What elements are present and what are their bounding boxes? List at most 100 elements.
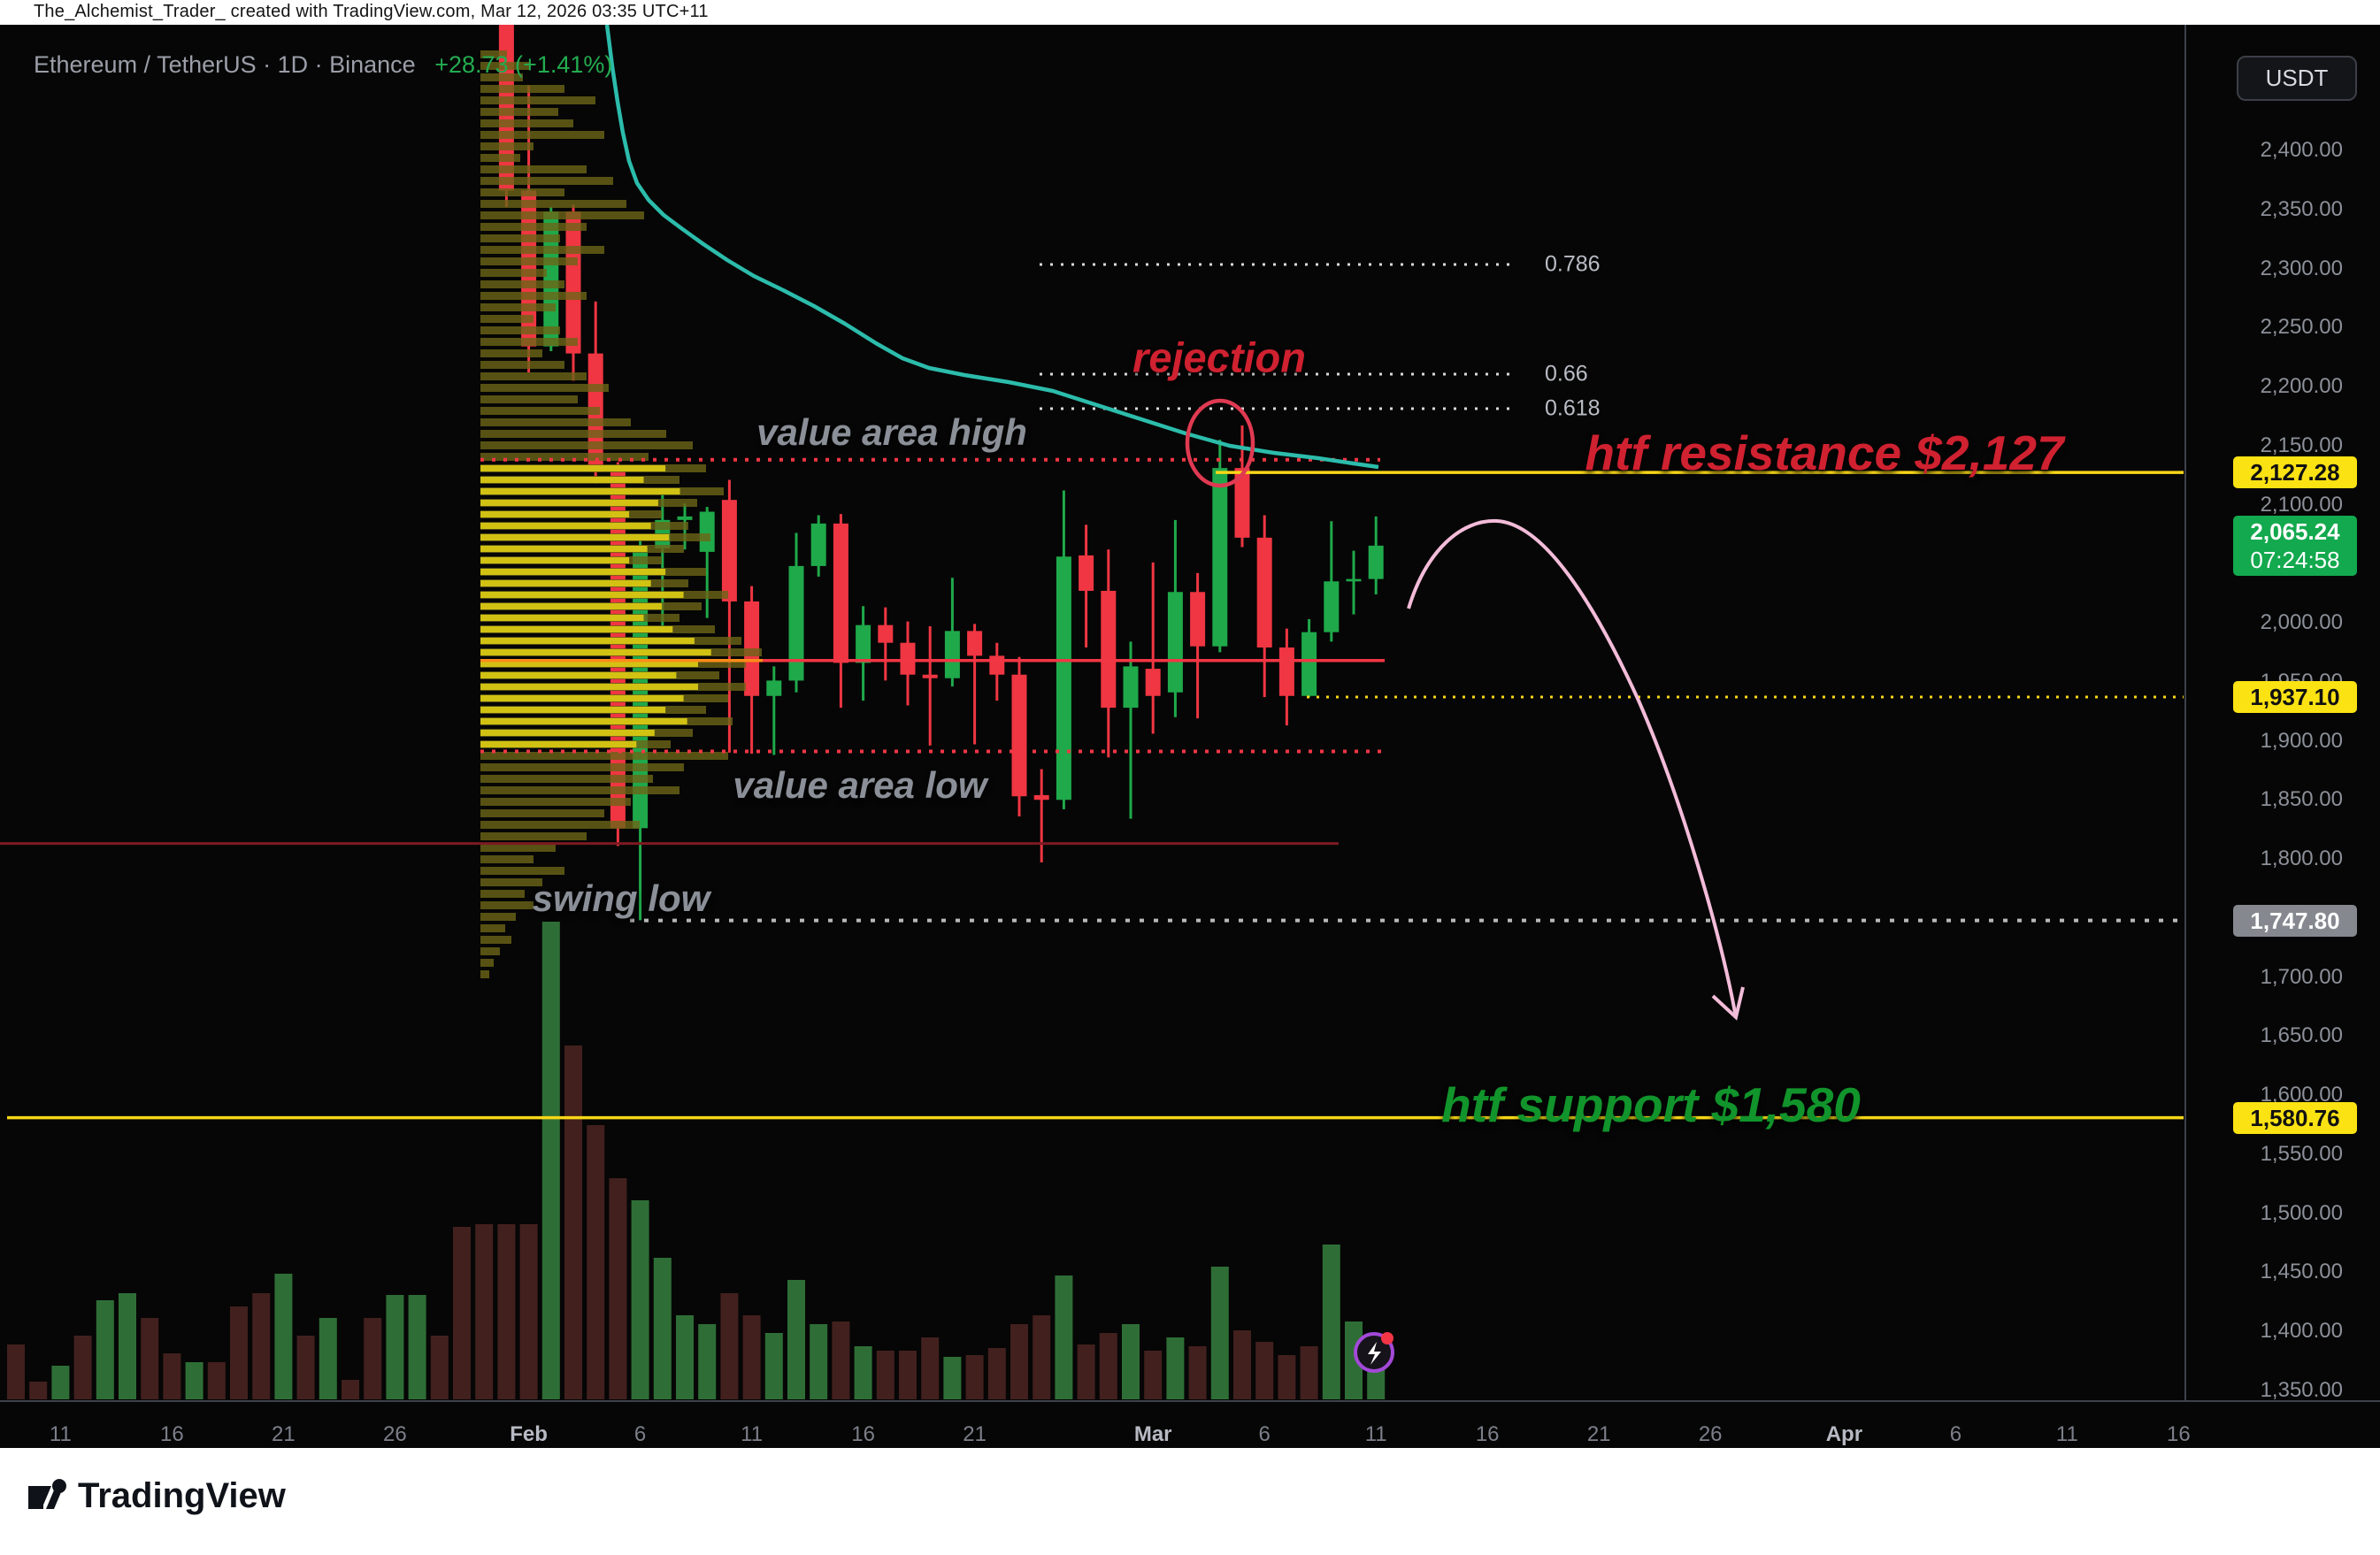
volume-profile-row: [480, 752, 728, 760]
time-tick-label: 21: [272, 1422, 296, 1446]
candle-body: [1234, 468, 1250, 538]
volume-profile-row: [480, 62, 529, 70]
volume-profile-row: [480, 763, 684, 771]
candlestick-chart[interactable]: [0, 25, 2380, 1448]
volume-profile-row-hot: [480, 707, 666, 713]
tradingview-wordmark[interactable]: TradingView: [78, 1476, 286, 1515]
volume-profile-row: [480, 257, 578, 265]
volume-profile-row: [480, 338, 578, 346]
candle-body: [1011, 674, 1027, 797]
candle-body: [766, 680, 782, 696]
tradingview-logo-icon[interactable]: [28, 1479, 69, 1514]
time-tick-label: 16: [851, 1422, 875, 1446]
volume-profile-row: [480, 303, 556, 311]
volume-bar: [876, 1351, 894, 1399]
volume-profile-row: [480, 936, 511, 944]
notification-dot: [1381, 1332, 1393, 1344]
volume-profile-row: [480, 73, 523, 81]
volume-profile-row-hot: [480, 569, 666, 575]
price-tick-label: 2,350.00: [2260, 196, 2343, 221]
volume-profile-row: [480, 418, 631, 426]
volume-bar: [185, 1362, 203, 1399]
volume-bar: [587, 1125, 605, 1399]
candle-body: [1056, 556, 1071, 800]
volume-profile-row: [480, 395, 578, 403]
chart-area[interactable]: Ethereum / TetherUS · 1D · Binance +28.7…: [0, 25, 2380, 1448]
volume-bar: [541, 922, 560, 1399]
price-tick-label: 1,500.00: [2260, 1200, 2343, 1225]
time-axis-line: [0, 1400, 2380, 1402]
volume-profile-row-hot: [480, 672, 677, 678]
volume-profile-row: [480, 292, 587, 300]
price-tick-label: 2,100.00: [2260, 492, 2343, 517]
time-tick-label: 16: [2167, 1422, 2191, 1446]
volume-profile-row: [480, 372, 587, 380]
volume-profile-row-hot: [480, 626, 673, 632]
price-tick-label: 1,650.00: [2260, 1023, 2343, 1048]
volume-profile-row-hot: [480, 534, 670, 540]
volume-bar: [1278, 1355, 1296, 1399]
volume-profile-row: [480, 855, 534, 863]
price-tick-label: 1,450.00: [2260, 1260, 2343, 1284]
volume-profile-row: [480, 430, 666, 438]
volume-bar: [1033, 1315, 1051, 1399]
volume-bar: [631, 1200, 649, 1399]
volume-profile-row: [480, 234, 560, 242]
volume-bar: [96, 1300, 114, 1399]
currency-toggle-button[interactable]: USDT: [2237, 56, 2357, 101]
volume-profile-row-hot: [480, 615, 644, 621]
time-tick-label: 11: [49, 1422, 72, 1446]
price-tick-label: 1,800.00: [2260, 846, 2343, 870]
candle-body: [944, 631, 960, 678]
candle-body: [1167, 592, 1183, 693]
candle-body: [1190, 592, 1206, 647]
volume-bar: [1010, 1324, 1028, 1399]
volume-profile-row: [480, 326, 560, 334]
time-tick-label: Mar: [1133, 1422, 1172, 1446]
volume-bar: [943, 1357, 962, 1399]
rejection-annotation: rejection: [1132, 333, 1306, 381]
volume-bar: [1367, 1364, 1386, 1399]
volume-bar: [1188, 1346, 1207, 1399]
symbol-title: Ethereum / TetherUS · 1D · Binance: [34, 51, 416, 78]
volume-bar: [519, 1224, 538, 1399]
volume-bar: [854, 1346, 872, 1399]
volume-bar: [252, 1293, 271, 1399]
candle-body: [989, 655, 1005, 675]
time-tick-label: 6: [1949, 1422, 1962, 1446]
volume-profile-row: [480, 867, 564, 875]
volume-bar: [73, 1336, 92, 1399]
price-tick-label: 2,300.00: [2260, 256, 2343, 280]
volume-bar: [207, 1362, 226, 1399]
time-tick-label: 6: [1258, 1422, 1271, 1446]
volume-bar: [698, 1324, 717, 1399]
time-tick-label: 16: [160, 1422, 184, 1446]
candle-body: [1368, 545, 1384, 579]
volume-profile-row: [480, 441, 693, 449]
volume-profile-row-hot: [480, 557, 630, 563]
volume-bar: [51, 1366, 70, 1399]
candle-body: [922, 674, 938, 678]
volume-profile-row: [480, 832, 587, 840]
volume-profile-row: [480, 200, 626, 208]
time-tick-label: Feb: [510, 1422, 548, 1446]
volume-bar: [1210, 1267, 1229, 1399]
lightning-bolt-icon: [1368, 1342, 1381, 1365]
time-tick-label: 11: [2055, 1422, 2078, 1446]
volume-profile-row: [480, 901, 534, 909]
rejection-circle: [1185, 398, 1255, 488]
volume-profile-row-hot: [480, 684, 698, 690]
value-area-high-annotation: value area high: [756, 411, 1027, 453]
price-badge: 2,065.24 07:24:58: [2233, 515, 2357, 576]
volume-profile-row: [480, 947, 500, 955]
candle-body: [967, 631, 983, 656]
volume-bar: [742, 1315, 761, 1399]
price-tick-label: 2,200.00: [2260, 374, 2343, 398]
footer-bar: TradingView: [0, 1448, 2380, 1555]
volume-profile-row: [480, 821, 640, 829]
volume-bar: [899, 1351, 917, 1399]
volume-profile-row-hot: [480, 546, 648, 552]
attribution-bar: The_Alchemist_Trader_ created with Tradi…: [0, 0, 2380, 25]
volume-profile-row-hot: [480, 523, 651, 529]
volume-bar: [653, 1258, 672, 1399]
